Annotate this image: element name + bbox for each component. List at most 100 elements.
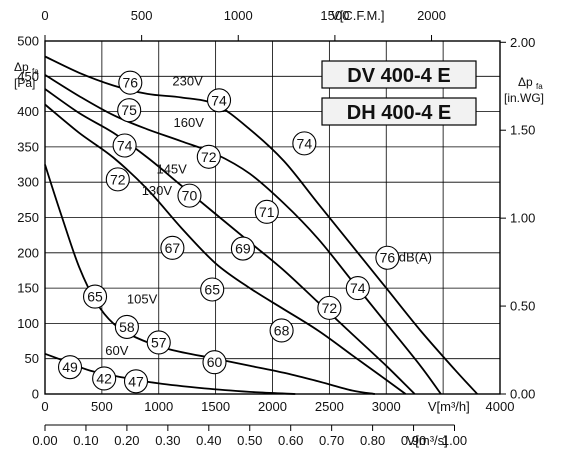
dba-badge-value: 57	[151, 334, 167, 350]
model-box	[321, 60, 477, 89]
x-primary-tick-label: 0	[41, 399, 48, 414]
curve-145v	[44, 88, 416, 395]
model-box	[321, 97, 477, 126]
dba-badge-value: 72	[110, 171, 126, 187]
dba-badge-circle	[177, 183, 202, 208]
dba-badge-value: 74	[350, 280, 366, 296]
dba-badge-circle	[345, 276, 370, 301]
series-label: 160V	[174, 115, 205, 130]
x-bottom-tick-label: 0.00	[32, 433, 57, 448]
x-primary-tick-label: 2000	[258, 399, 287, 414]
y-left-tick-label: 200	[17, 245, 39, 260]
curve-labels: 230V 160V 145V 130V 105V 60V	[105, 73, 204, 358]
x-top-tick-label: 0	[41, 8, 48, 23]
curve-230v	[44, 55, 478, 395]
curve-160v	[44, 74, 442, 395]
x-primary-tick-label: 1000	[144, 399, 173, 414]
dba-badge-circle	[105, 167, 130, 192]
series-label: 145V	[156, 162, 187, 177]
dba-badge-circle	[200, 277, 225, 302]
x-bottom-tick-label: 0.80	[360, 433, 385, 448]
dba-badge-value: 72	[322, 300, 338, 316]
model-name: DV 400-4 E	[347, 65, 450, 87]
x-bottom-tick-label: 0.50	[237, 433, 262, 448]
x-primary-tick-label: 4000	[486, 399, 515, 414]
dba-badge-circle	[123, 369, 149, 394]
dba-badge-value: 60	[207, 354, 223, 370]
x-top-tick-label: 2000	[417, 8, 446, 23]
y-left-tick-label: 450	[17, 69, 39, 84]
dba-badge-value: 74	[211, 92, 227, 108]
dba-badge-circle	[83, 284, 108, 309]
dba-badge-value: 49	[62, 359, 78, 375]
dba-badge-circle	[202, 350, 227, 375]
series-label: 230V	[172, 73, 203, 88]
y-left-tick-label: 350	[17, 139, 39, 154]
y-right-label-unit: [in.WG]	[504, 91, 544, 105]
dba-badge-circle	[57, 355, 83, 380]
dba-badge-circle	[146, 330, 171, 355]
x-top-tick-label: 500	[131, 8, 153, 23]
y-left-tick-label: 100	[17, 316, 39, 331]
dba-badge-circle	[196, 144, 221, 169]
x-bottom-axis-label: V[m³/s]	[407, 433, 448, 448]
x-top-axis-label: V[C.F.M.]	[331, 8, 384, 23]
x-primary-tick-label: 3000	[372, 399, 401, 414]
dba-badge-value: 76	[380, 250, 396, 266]
y-right-label-sub: fa	[536, 82, 543, 91]
dba-badge-value: 47	[128, 373, 144, 389]
x-bottom-tick-label: 0.60	[278, 433, 303, 448]
x-bottom-tick-label: 0.20	[114, 433, 139, 448]
dba-badge-value: 74	[297, 135, 313, 151]
series-label: 130V	[142, 183, 173, 198]
y-left-tick-label: 300	[17, 175, 39, 190]
dba-badge-value: 67	[165, 240, 181, 256]
dba-badge-circle	[118, 70, 143, 95]
y-left-tick-label: 150	[17, 281, 39, 296]
dba-badge-value: 65	[87, 289, 103, 305]
y-right-tick-label: 1.00	[510, 211, 535, 226]
curve-60v	[44, 352, 296, 395]
dba-badge-value: 68	[274, 322, 290, 338]
dba-badge-value: 70	[182, 188, 198, 204]
curve-105v	[44, 164, 376, 395]
dba-badge-circle	[112, 133, 137, 158]
x-bottom-tick-label: 0.30	[155, 433, 180, 448]
x-primary-axis-label: V[m³/h]	[428, 399, 470, 414]
dba-badge-value: 74	[117, 137, 133, 153]
dba-badge-circle	[114, 314, 139, 339]
y-left-label-main: Δp	[14, 60, 29, 74]
y-left-tick-label: 50	[25, 351, 39, 366]
dba-badge-value: 76	[123, 75, 139, 91]
dba-badge-value: 71	[259, 204, 275, 220]
dba-badge-circle	[92, 366, 117, 391]
dba-badge-circle	[206, 88, 232, 113]
dba-badge-circle	[292, 131, 317, 156]
y-left-tick-label: 400	[17, 104, 39, 119]
x-top-tick-label: 1000	[224, 8, 253, 23]
dba-badge-circle	[317, 295, 342, 320]
y-right-tick-label: 0.50	[510, 299, 535, 314]
x-primary-tick-label: 1500	[201, 399, 230, 414]
y-left-tick-label: 0	[32, 387, 39, 402]
y-left-tick-label: 500	[17, 34, 39, 49]
dba-badge-circle	[254, 199, 279, 224]
dba-badge-value: 65	[204, 282, 220, 298]
x-bottom-tick-label: 0.10	[73, 433, 98, 448]
model-name: DH 400-4 E	[347, 102, 452, 124]
x-primary-tick-label: 2500	[315, 399, 344, 414]
series-label: 60V	[105, 343, 128, 358]
model-boxes: DV 400-4 E DH 400-4 E	[321, 60, 477, 126]
y-left-tick-label: 250	[17, 210, 39, 225]
y-right-label-main: Δp	[518, 75, 533, 89]
dba-badges: 76 74 74 76 75 72 71 74 74 70 69 72 72 67 65 68 65 58 57 60…	[57, 70, 432, 394]
dba-unit-label: dB(A)	[399, 249, 432, 264]
dba-badge-value: 75	[121, 102, 137, 118]
dba-badge-value: 42	[96, 370, 112, 386]
y-right-tick-label: 0.00	[510, 387, 535, 402]
dba-badge-value: 72	[201, 149, 217, 165]
dba-badge-circle	[230, 236, 255, 261]
x-bottom-tick-label: 0.90	[401, 433, 426, 448]
